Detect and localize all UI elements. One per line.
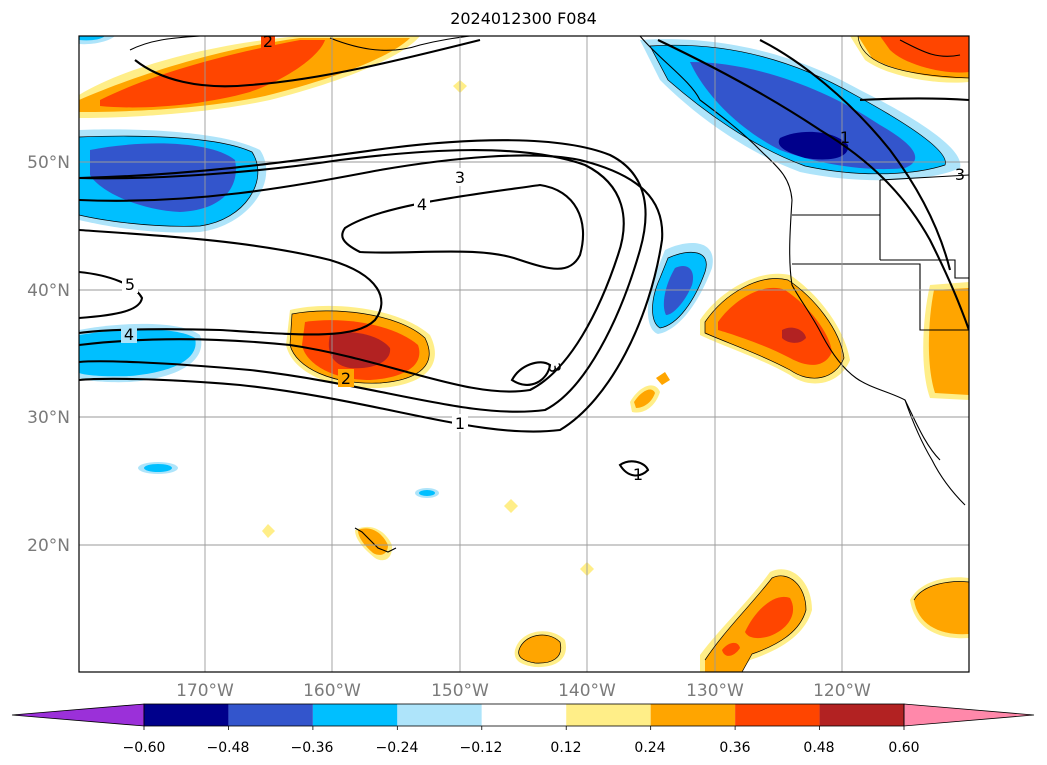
colorbar-extend-low <box>11 703 145 727</box>
contour-label: 3 <box>544 361 564 374</box>
colorbar-tick-label: 0.48 <box>803 740 834 756</box>
colorbar-tick-label: 0.24 <box>634 740 665 756</box>
contour-label: 3 <box>455 168 465 187</box>
colorbar-segment <box>481 704 567 726</box>
coastlines <box>129 36 969 553</box>
graticule <box>79 36 969 672</box>
contour-label: 4 <box>417 195 427 214</box>
lon-labels: 170°W 160°W 150°W 140°W 130°W 120°W <box>176 681 871 701</box>
plot-frame <box>78 35 970 673</box>
contour-label: 1 <box>455 414 465 433</box>
lon-label: 140°W <box>558 681 616 701</box>
colorbar-tick-label: 0.60 <box>888 740 919 756</box>
colorbar-frame <box>143 703 905 727</box>
colorbar-segment <box>312 704 398 726</box>
colorbar <box>11 703 1035 730</box>
colorbar-tick-label: −0.48 <box>207 740 250 756</box>
colorbar-tick-label: 0.12 <box>550 740 581 756</box>
lon-label: 150°W <box>431 681 489 701</box>
lon-label: 170°W <box>176 681 234 701</box>
colorbar-tick-label: −0.12 <box>460 740 503 756</box>
lat-label: 40°N <box>27 281 70 301</box>
lat-label: 20°N <box>27 536 70 556</box>
colorbar-tick-label: −0.60 <box>123 740 166 756</box>
colorbar-tick-label: 0.36 <box>719 740 750 756</box>
contour-label-group: 2 3 4 5 4 2 3 1 1 1 3 <box>121 32 965 484</box>
colorbar-extend-high <box>903 703 1035 727</box>
contour-label: 3 <box>955 165 965 184</box>
lon-label: 130°W <box>686 681 744 701</box>
contour-label: 2 <box>341 369 351 388</box>
colorbar-segment <box>144 704 229 726</box>
colorbar-segment <box>819 704 904 726</box>
colorbar-segment <box>735 704 820 726</box>
zero-contours <box>79 36 969 672</box>
colorbar-tick-label: −0.24 <box>376 740 419 756</box>
lat-label: 50°N <box>27 153 70 173</box>
colorbar-segment <box>650 704 736 726</box>
lon-label: 160°W <box>303 681 361 701</box>
contour-label: 5 <box>125 275 135 294</box>
colorbar-segment <box>228 704 313 726</box>
contour-label: 1 <box>840 128 850 147</box>
colorbar-segment <box>566 704 651 726</box>
lat-label: 30°N <box>27 408 70 428</box>
contour-label: 4 <box>124 325 134 344</box>
contour-label: 1 <box>633 465 643 484</box>
lon-label: 120°W <box>813 681 871 701</box>
colorbar-ticks: −0.60 −0.48 −0.36 −0.24 −0.12 0.12 0.24 … <box>123 740 920 756</box>
colorbar-segment <box>397 704 482 726</box>
contour-label: 2 <box>263 32 273 51</box>
lat-labels: 50°N 40°N 30°N 20°N <box>27 153 70 556</box>
colorbar-tick-label: −0.36 <box>291 740 334 756</box>
map-title: 2024012300 F084 <box>450 9 597 28</box>
